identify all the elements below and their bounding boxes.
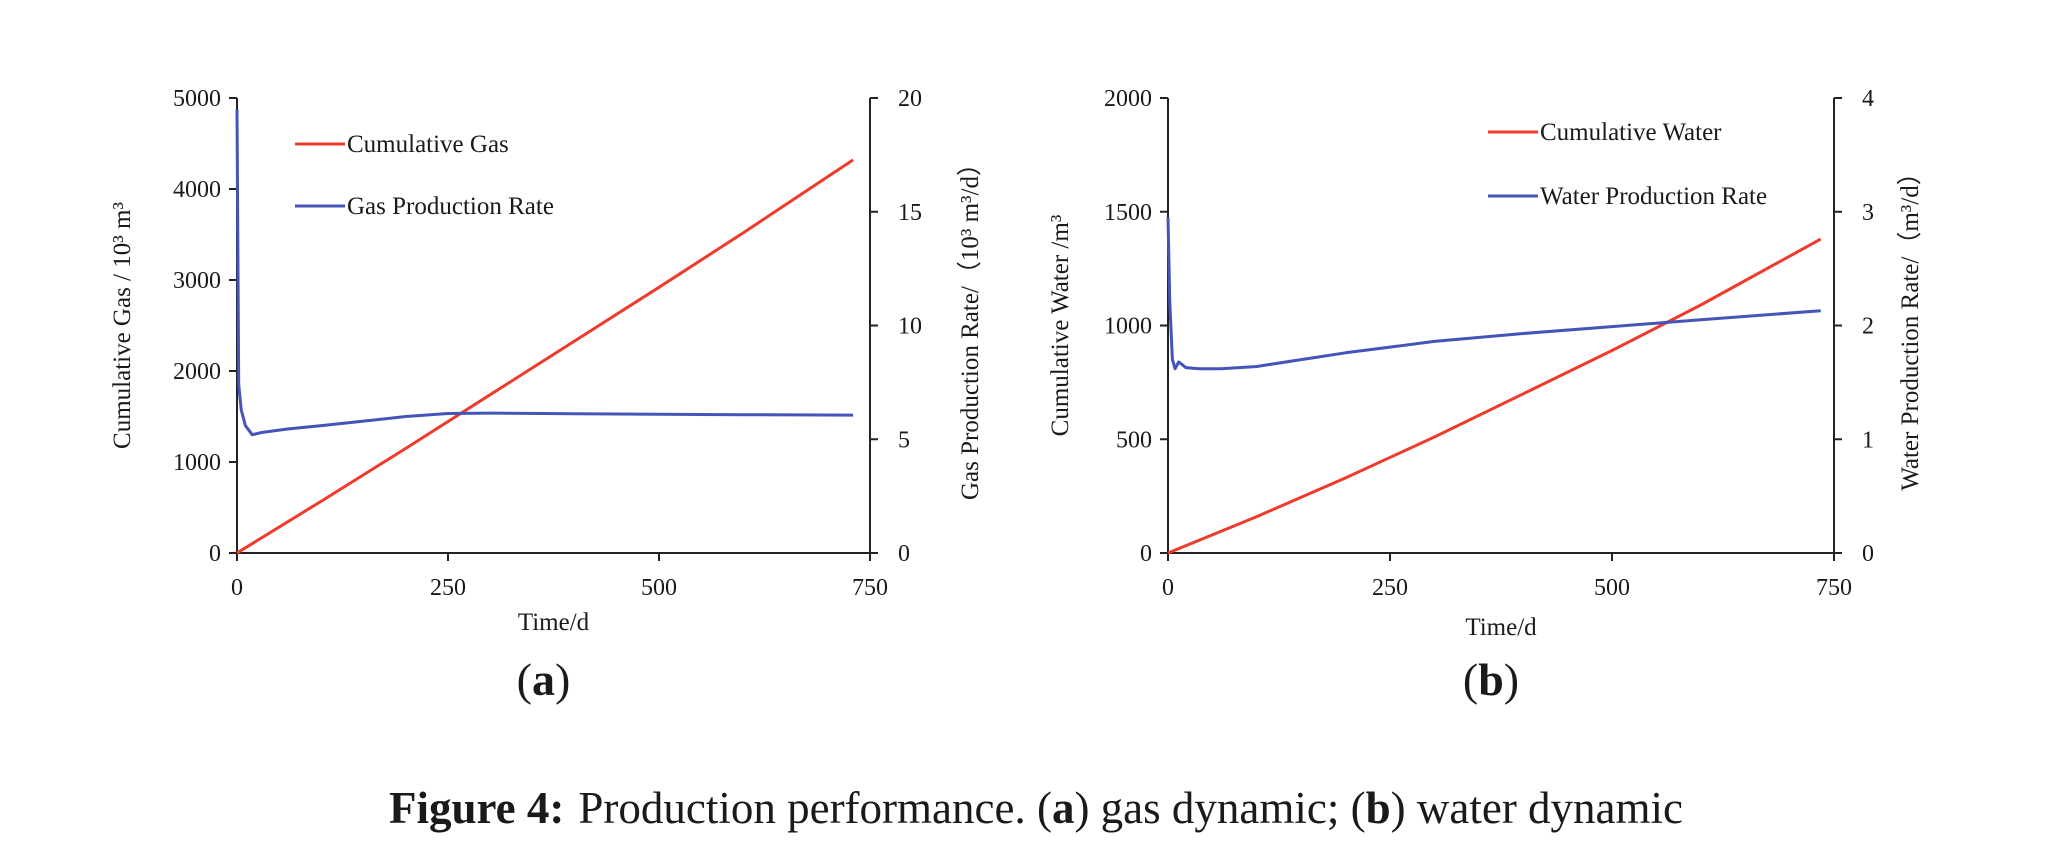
right-tick-label: 2 [1862,314,1874,340]
legend-label: Cumulative Water [1540,119,1722,146]
panel-label: (a) [517,654,571,705]
caption-prefix: Figure 4: [388,783,565,833]
caption-b: b [1365,783,1391,833]
x-tick-label: 500 [641,575,677,601]
right-tick-label: 4 [1862,86,1874,112]
x-tick-label: 0 [1162,575,1174,601]
right-tick-label: 10 [898,314,922,340]
caption-text: Production performance. ( [578,783,1052,833]
caption-text-2: ) gas dynamic; ( [1074,783,1366,833]
left-tick-label: 1000 [1104,314,1152,340]
x-tick-label: 0 [231,575,243,601]
left-tick-label: 0 [1140,541,1152,567]
left-tick-label: 2000 [173,359,221,385]
left-tick-label: 1500 [1104,200,1152,226]
series-line-cumulative-water [1167,237,1822,555]
right-axis-label: Water Production Rate/（m³/d） [1896,160,1924,490]
figure-caption: Figure 4: Production performance. (a) gas… [0,782,2072,834]
series-line-gas-production-rate [235,109,854,437]
x-axis-label: Time/d [1465,614,1537,641]
right-tick-label: 1 [1862,427,1874,453]
x-tick-label: 250 [430,575,466,601]
x-axis-label: Time/d [518,609,590,636]
right-tick-label: 3 [1862,200,1874,226]
right-axis-label: Gas Production Rate/（10³ m³/d） [956,151,984,500]
panel-label: (b) [1463,654,1519,705]
right-tick-label: 0 [1862,541,1874,567]
series-line-cumulative-gas [236,158,854,555]
left-tick-label: 3000 [173,268,221,294]
left-tick-label: 0 [209,541,221,567]
x-tick-label: 750 [1816,575,1852,601]
x-tick-label: 750 [852,575,888,601]
caption-a: a [1051,783,1075,833]
left-axis-label: Cumulative Water /m³ [1047,214,1074,436]
right-tick-label: 0 [898,541,910,567]
x-tick-label: 500 [1594,575,1630,601]
left-tick-label: 500 [1116,427,1152,453]
left-tick-label: 5000 [173,86,221,112]
left-tick-label: 2000 [1104,86,1152,112]
legend-label: Cumulative Gas [347,131,509,158]
caption-text-3: ) water dynamic [1390,783,1684,833]
right-tick-label: 15 [898,200,922,226]
chart-panel-a: 0 1000 2000 3000 4000 5000 0 5 10 15 20 0 250 500 750 T… [109,86,984,705]
left-tick-label: 4000 [173,177,221,203]
left-tick-label: 1000 [173,450,221,476]
right-tick-label: 20 [898,86,922,112]
legend-label: Water Production Rate [1540,183,1767,210]
left-axis-label: Cumulative Gas / 10³ m³ [109,202,136,449]
legend-label: Gas Production Rate [347,193,554,220]
chart-panel-b: 0 500 1000 1500 2000 0 1 2 3 4 0 250 500 750 Time/d Cum… [1047,86,1924,705]
right-tick-label: 5 [898,427,910,453]
series-line-water-production-rate [1166,217,1821,371]
x-tick-label: 250 [1372,575,1408,601]
